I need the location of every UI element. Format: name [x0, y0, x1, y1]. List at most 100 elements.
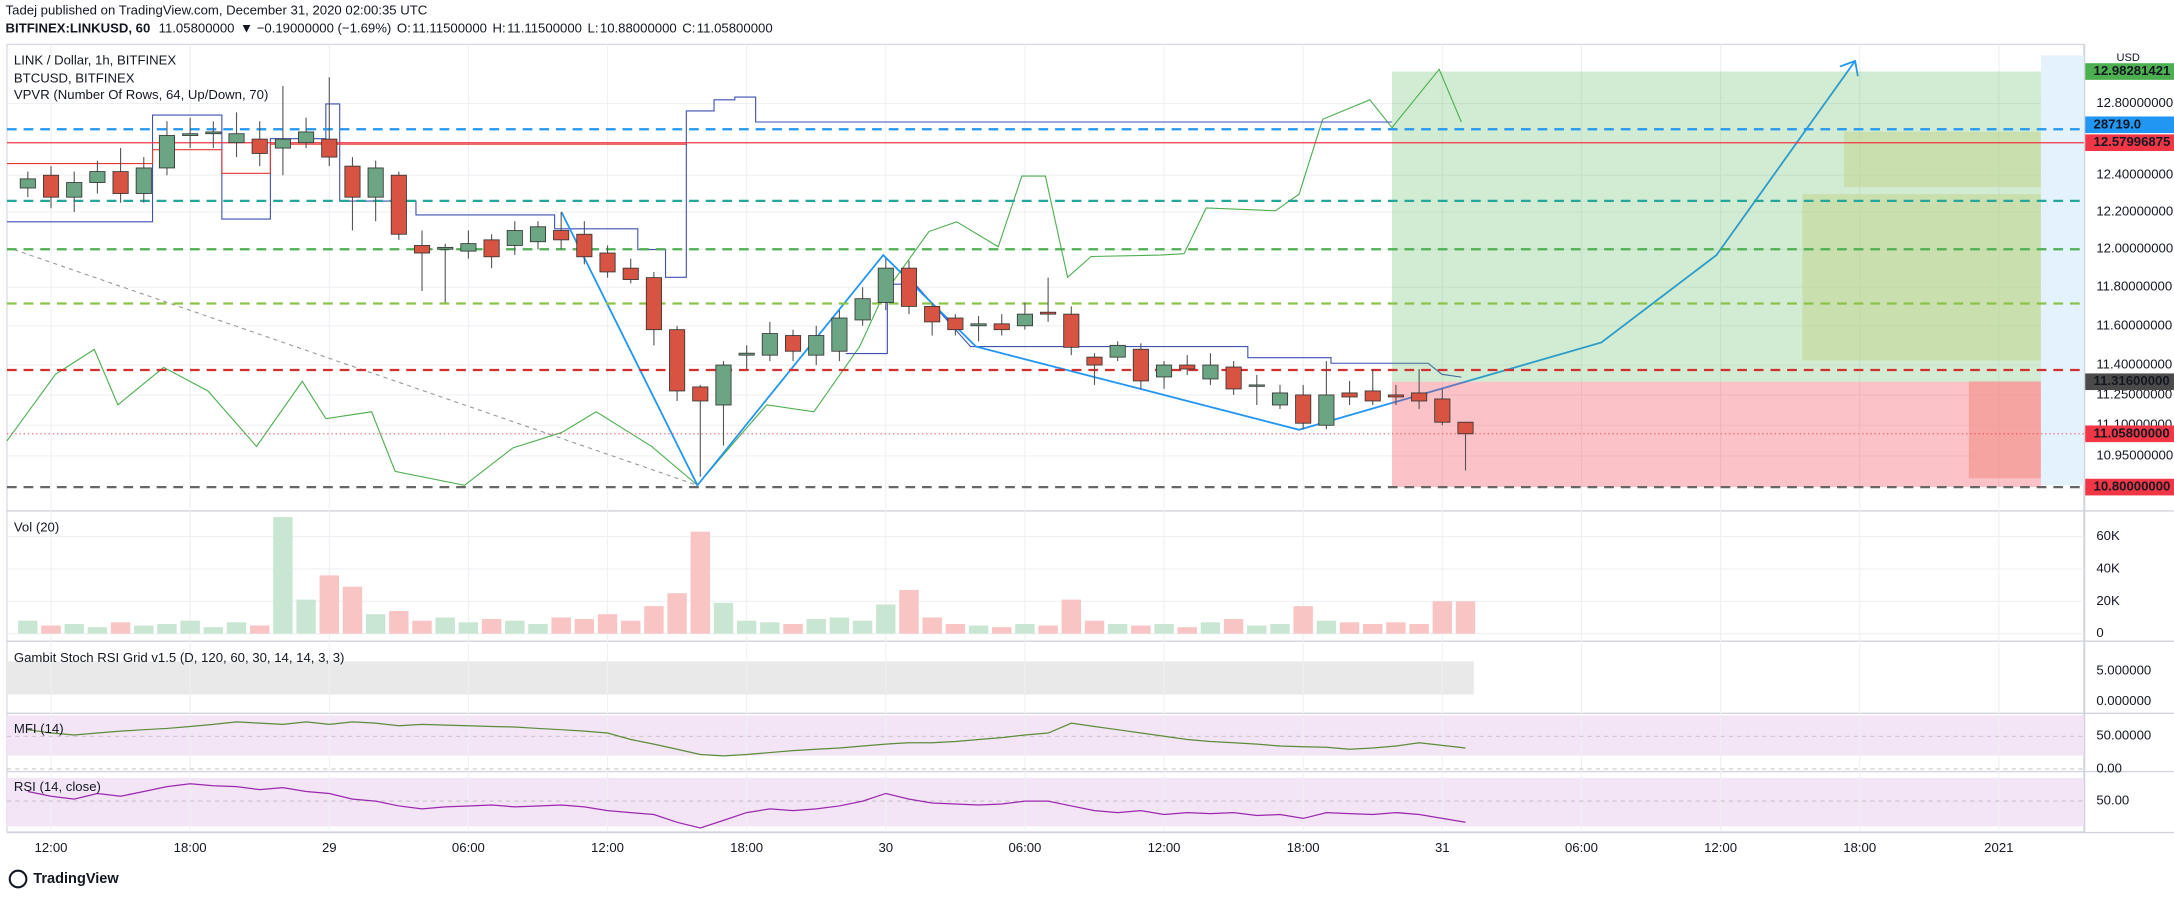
volume-bar	[922, 617, 942, 634]
ohlc-value: 11.11500000	[412, 21, 487, 36]
publisher: Tadej published on TradingView.com, Dece…	[6, 3, 428, 18]
volume-bar	[876, 604, 896, 634]
volume-bar	[412, 620, 432, 634]
volume-bar	[1455, 601, 1476, 634]
y-tick-label: 5.000000	[2096, 663, 2151, 678]
y-tick-label: 40K	[2096, 560, 2120, 575]
trend-line	[13, 249, 698, 486]
marks-layer	[18, 77, 1476, 829]
y-tick-label: 12.80000000	[2096, 95, 2173, 110]
y-tick-label: 0	[2096, 625, 2103, 640]
volume-bar	[41, 625, 61, 634]
volume-bar	[319, 575, 339, 634]
price-flag-text: 11.31600000	[2094, 373, 2170, 388]
candle-body	[738, 352, 755, 356]
volume-bar	[644, 606, 664, 634]
x-tick-label: 06:00	[1008, 840, 1041, 855]
y-tick-label: 12.00000000	[2096, 241, 2173, 256]
text-layer: Tadej published on TradingView.com, Dece…	[6, 3, 2174, 889]
candle-body	[924, 305, 941, 323]
loss-zone	[1392, 381, 2041, 488]
volume-bar	[250, 625, 270, 634]
volume-bar	[1432, 601, 1453, 634]
pattern-drawing	[560, 60, 1856, 487]
candle-body	[1132, 348, 1149, 382]
volume-bar	[968, 625, 989, 634]
legend-entry: VPVR (Number Of Rows, 64, Up/Down, 70)	[14, 87, 268, 102]
pane-title: Vol (20)	[14, 520, 59, 535]
currency: USD	[2117, 52, 2140, 64]
price-change: ▼ −0.19000000 (−1.69%)	[240, 21, 391, 36]
y-tick-label: 0.00	[2096, 760, 2122, 775]
candle-body	[182, 133, 199, 136]
volume-bar	[64, 623, 84, 634]
y-tick-label: 11.25000000	[2096, 386, 2172, 401]
candle-body	[1109, 344, 1126, 358]
mfi-line	[27, 721, 1466, 757]
y-tick-label: 20K	[2096, 593, 2120, 608]
price-flag-text: 12.57996875	[2094, 134, 2171, 149]
candle-body	[715, 364, 732, 406]
symbol: BITFINEX:LINKUSD, 60	[6, 21, 151, 36]
candle-body	[89, 171, 106, 183]
volume-bar	[1061, 599, 1082, 634]
ohlc-value: 11.11500000	[507, 21, 582, 36]
volume-bar	[18, 620, 38, 634]
candle-body	[1202, 364, 1219, 380]
stoch-grid	[6, 661, 1474, 695]
price-flag	[2085, 373, 2174, 391]
y-tick-label: 60K	[2096, 528, 2120, 543]
candle-body	[1225, 366, 1242, 390]
brand: TradingView	[33, 871, 119, 887]
arrow-head	[1839, 59, 1859, 77]
x-tick-label: 18:00	[174, 840, 207, 855]
x-tick-label: 31	[1435, 840, 1450, 855]
ohlc-label: L:	[588, 21, 599, 36]
candle-body	[529, 226, 547, 243]
candle-body	[645, 277, 662, 331]
ohlc-value: 11.05800000	[697, 21, 773, 36]
candle-body	[993, 323, 1010, 331]
volume-bar	[1107, 623, 1128, 634]
volume-bar	[1200, 622, 1221, 634]
candle-body	[622, 267, 639, 280]
volume-bar	[458, 622, 479, 634]
candle-body	[692, 386, 709, 402]
brand-logo	[8, 869, 28, 889]
volume-bar	[760, 622, 780, 634]
btc-overlay-step	[6, 143, 687, 174]
volume-bar	[667, 593, 687, 634]
candle-body	[970, 323, 987, 327]
volume-bar	[342, 586, 363, 634]
x-tick-label: 29	[322, 840, 337, 855]
volume-bar	[1223, 619, 1244, 634]
volume-bar	[713, 602, 734, 634]
candle-body	[19, 178, 36, 189]
rsi-line	[27, 783, 1466, 829]
candle-body	[854, 298, 871, 321]
x-tick-label: 18:00	[730, 840, 763, 855]
candle-body	[1364, 390, 1381, 402]
volume-bar	[1247, 625, 1267, 634]
vpvr-profile	[1843, 131, 2041, 188]
volume-bar	[481, 619, 502, 634]
candle-body	[251, 138, 268, 154]
vpvr-strip	[2040, 55, 2084, 486]
pane-title: RSI (14, close)	[14, 779, 101, 794]
volume-bar	[899, 589, 919, 634]
candle-body	[1318, 394, 1335, 426]
candle-body	[483, 239, 500, 258]
price-flag	[2085, 134, 2174, 152]
price-flag-text: 11.05800000	[2094, 425, 2170, 440]
volume-bar	[806, 619, 826, 634]
candle-body	[761, 333, 778, 356]
volume-bar	[1363, 623, 1383, 634]
volume-bar	[389, 610, 409, 634]
volume-bar	[574, 619, 595, 634]
volume-bar	[1386, 622, 1406, 634]
btc-flag	[2085, 116, 2174, 134]
candle-body	[42, 174, 60, 198]
x-tick-label: 12:00	[35, 840, 68, 855]
candle-body	[1434, 398, 1451, 423]
